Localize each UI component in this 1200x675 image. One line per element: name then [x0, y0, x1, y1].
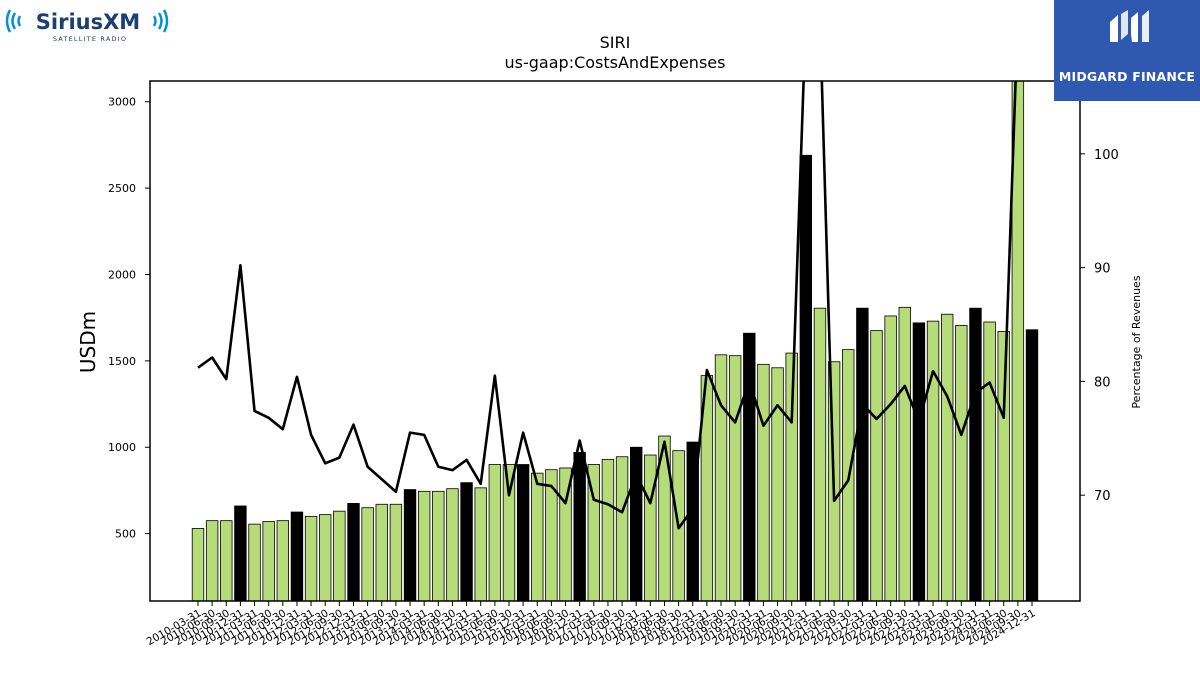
brand-tagline: SATELLITE RADIO — [53, 35, 127, 43]
bar-2015-06-30 — [488, 464, 502, 601]
bar-2020-03-31 — [757, 363, 770, 601]
y-tick-label: 2000 — [108, 268, 136, 281]
y-tick-label: 1000 — [108, 441, 136, 454]
y-tick-label: 3000 — [108, 96, 136, 109]
bar-2011-09-30 — [276, 520, 290, 601]
bar-2010-09-30 — [220, 520, 233, 601]
plot-frame — [149, 80, 1081, 602]
bar-2024-09-30 — [1011, 81, 1025, 601]
bar-2016-06-30 — [545, 469, 558, 601]
bar-2019-09-30 — [728, 355, 742, 601]
y2-tick-label: 100 — [1094, 148, 1119, 163]
bar-2024-06-30 — [997, 331, 1010, 601]
y-tick-label: 500 — [115, 528, 136, 541]
partner-name: MIDGARD FINANCE — [1058, 69, 1196, 84]
bar-2017-06-30 — [601, 458, 615, 601]
bar-2023-12-31 — [969, 307, 982, 601]
bar-2012-03-31 — [304, 515, 318, 601]
bar-2023-06-30 — [940, 313, 954, 601]
y-axis-label: USDm — [76, 311, 100, 373]
y-tick-label: 1500 — [108, 355, 136, 368]
bar-2016-09-30 — [559, 467, 572, 601]
bar-2010-03-31 — [191, 528, 205, 601]
bar-2021-12-31 — [856, 307, 869, 601]
bar-2013-09-30 — [389, 503, 403, 601]
brand-name: SiriusXM — [36, 10, 140, 34]
bar-2022-03-31 — [870, 330, 883, 601]
line-percentage-of-revenues — [197, 81, 1017, 530]
bar-2023-09-30 — [955, 325, 968, 601]
bar-2018-12-31 — [686, 441, 699, 601]
bar-2022-06-30 — [884, 315, 897, 601]
bar-2016-12-31 — [573, 452, 586, 601]
bar-2011-12-31 — [290, 511, 304, 601]
bar-2020-09-30 — [785, 352, 798, 601]
bar-2021-03-31 — [813, 307, 827, 601]
bar-2012-12-31 — [347, 502, 360, 601]
bar-2011-06-30 — [262, 521, 275, 601]
bar-2024-12-31 — [1025, 329, 1039, 601]
y-tick-label: 2500 — [108, 182, 136, 195]
bar-2013-03-31 — [361, 507, 374, 601]
chart-title: SIRI — [600, 33, 631, 52]
bar-2020-12-31 — [799, 154, 813, 601]
bar-2022-12-31 — [912, 322, 926, 601]
midgard-finance-logo: MIDGARD FINANCE — [1054, 0, 1200, 101]
bar-2013-12-31 — [403, 489, 417, 601]
bar-2020-06-30 — [771, 367, 784, 601]
bar-series — [191, 81, 1039, 601]
bar-2017-12-31 — [630, 446, 643, 601]
bar-2015-12-31 — [516, 464, 530, 601]
chart-subtitle: us-gaap:CostsAndExpenses — [505, 53, 726, 72]
bar-2019-12-31 — [743, 332, 756, 601]
bar-2013-06-30 — [375, 503, 388, 601]
bar-2014-12-31 — [460, 482, 473, 601]
bar-2010-12-31 — [234, 505, 247, 601]
bar-2019-06-30 — [714, 354, 728, 601]
bar-2017-09-30 — [615, 456, 629, 601]
bar-2012-06-30 — [319, 514, 332, 601]
bar-2024-03-31 — [983, 321, 996, 601]
bar-2014-03-31 — [417, 490, 431, 601]
plot-area: 500100015002000250030007080901002010-03-… — [108, 80, 1119, 648]
bar-2014-09-30 — [446, 488, 459, 601]
bar-2023-03-31 — [926, 320, 940, 601]
siriusxm-logo: SiriusXM SATELLITE RADIO — [4, 4, 180, 44]
y2-tick-label: 80 — [1094, 375, 1111, 390]
bar-2015-03-31 — [474, 487, 487, 601]
bar-2010-06-30 — [205, 520, 219, 601]
y2-tick-label: 90 — [1094, 262, 1111, 277]
bar-2011-03-31 — [248, 523, 261, 601]
bar-2014-06-30 — [432, 490, 445, 601]
bar-2022-09-30 — [898, 306, 911, 601]
bar-2016-03-31 — [531, 472, 544, 601]
bar-2012-09-30 — [333, 510, 346, 601]
bar-2018-03-31 — [644, 454, 657, 601]
y2-axis-label: Percentage of Revenues — [1130, 275, 1143, 408]
y2-tick-label: 70 — [1094, 489, 1111, 504]
